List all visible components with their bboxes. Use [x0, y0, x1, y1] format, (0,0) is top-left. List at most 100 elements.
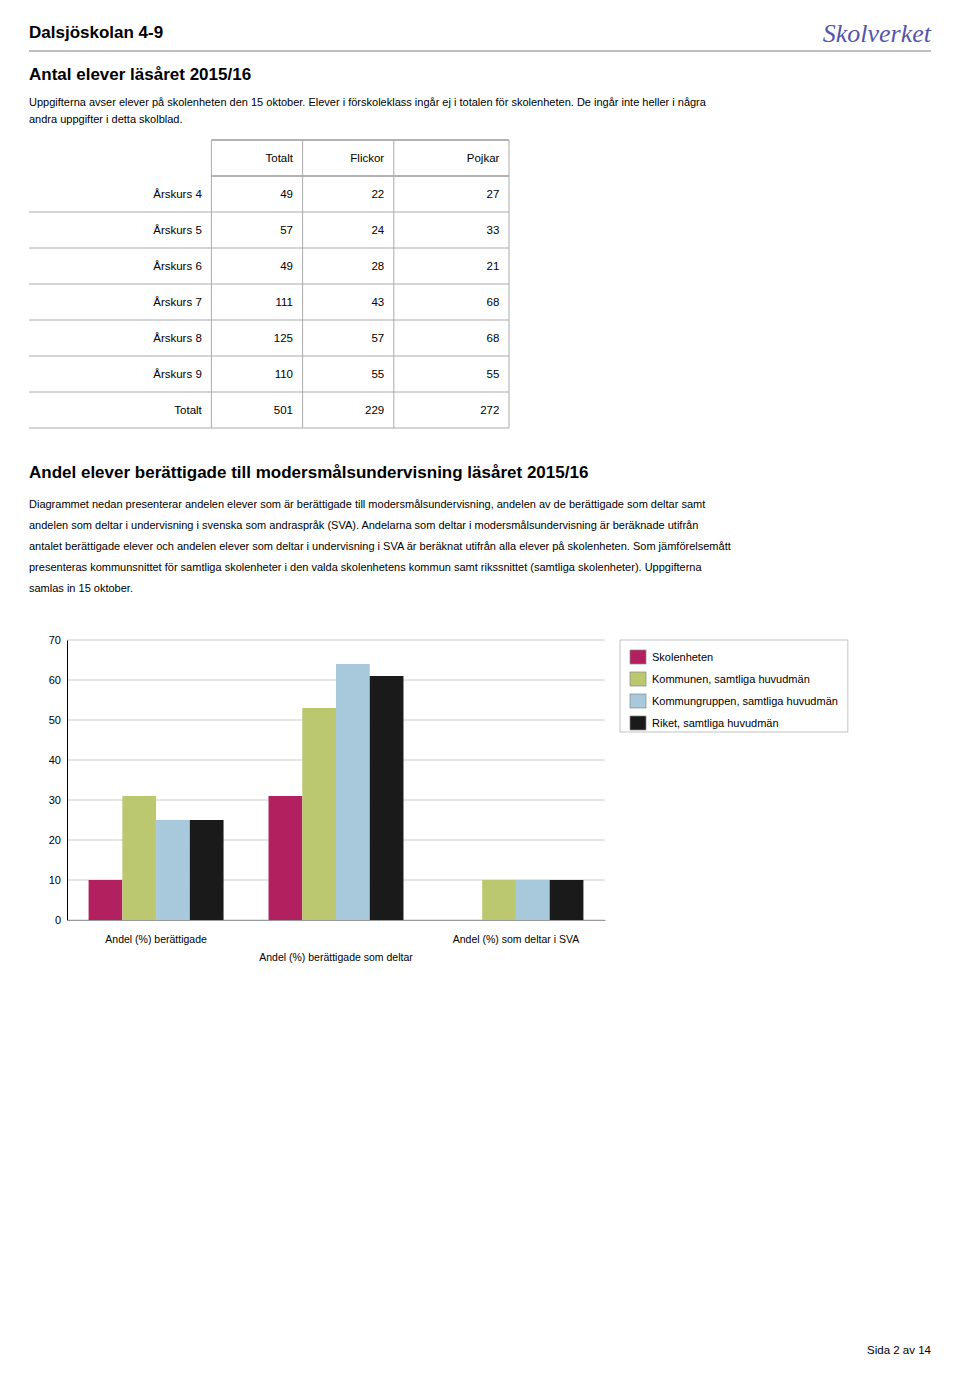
bar [89, 880, 123, 920]
table-line [29, 320, 509, 321]
table-cell: 272 [480, 404, 499, 416]
table-line [29, 248, 509, 249]
tick: 60 [49, 674, 67, 686]
tick: 10 [49, 874, 67, 886]
legend-item: Riket, samtliga huvudmän [630, 716, 779, 730]
bar-series [156, 664, 550, 920]
tick: 20 [49, 834, 67, 846]
tick: 70 [49, 634, 67, 646]
legend-swatch [630, 716, 646, 730]
tick-label: 70 [49, 634, 61, 646]
table-cell: 21 [487, 260, 500, 272]
table-cell: 24 [371, 224, 384, 236]
table-header: Pojkar [467, 152, 500, 164]
tick: 40 [49, 754, 67, 766]
table-line [29, 212, 509, 213]
tick-label: 10 [49, 874, 61, 886]
tick: 50 [49, 714, 67, 726]
section-description: presenteras kommunsnittet för samtliga s… [29, 561, 702, 573]
table-row-label: Totalt [174, 404, 202, 416]
table-cell: 229 [365, 404, 384, 416]
table-row-label: Årskurs 8 [153, 332, 202, 344]
axis-line [68, 920, 606, 921]
table-cell: 28 [371, 260, 384, 272]
separator [29, 50, 931, 52]
table-cell: 49 [280, 188, 293, 200]
table-line [393, 140, 394, 428]
tick-label: Andel (%) berättigade som deltar [259, 951, 413, 963]
table-cell: 68 [487, 332, 500, 344]
tick-label: 30 [49, 794, 61, 806]
tick-label: Andel (%) berättigade [105, 933, 207, 945]
bar [550, 880, 584, 920]
tick-label: 60 [49, 674, 61, 686]
section-description: antalet berättigade elever och andelen e… [29, 540, 731, 552]
tick: Andel (%) berättigade som deltar [259, 951, 413, 963]
bar [190, 820, 224, 920]
bar-series [122, 708, 516, 920]
page-number: Sida 2 av 14 [867, 1344, 932, 1356]
section-description: Diagrammet nedan presenterar andelen ele… [29, 498, 705, 510]
bar [516, 880, 550, 920]
table-cell: 33 [487, 224, 500, 236]
chart-title: Andel elever berättigade till modersmåls… [29, 463, 588, 482]
legend-label: Kommunen, samtliga huvudmän [652, 673, 810, 685]
tick-label: Andel (%) som deltar i SVA [453, 933, 579, 945]
page-title: Dalsjöskolan 4-9 [29, 23, 163, 42]
table-line [509, 140, 510, 428]
table-row-label: Årskurs 4 [153, 188, 202, 200]
table-header: Flickor [350, 152, 384, 164]
legend-label: Kommungruppen, samtliga huvudmän [652, 695, 838, 707]
section-description: samlas in 15 oktober. [29, 582, 133, 594]
table-row-label: Årskurs 9 [153, 368, 202, 380]
legend-swatch [630, 694, 646, 708]
table-cell: 125 [274, 332, 293, 344]
table-cell: 501 [274, 404, 293, 416]
bar-series [190, 676, 584, 920]
table-cell: 111 [276, 296, 293, 308]
table-cell: 68 [487, 296, 500, 308]
legend-label: Skolenheten [652, 651, 713, 663]
tick-label: 20 [49, 834, 61, 846]
legend-swatch [630, 650, 646, 664]
table-cell: 55 [371, 368, 384, 380]
legend-frame [620, 640, 848, 732]
table: TotaltFlickorPojkarÅrskurs 4492227Årskur… [29, 140, 509, 428]
legend-label: Riket, samtliga huvudmän [652, 717, 779, 729]
table-cell: 57 [371, 332, 384, 344]
section-description: Uppgifterna avser elever på skolenheten … [29, 96, 707, 108]
bars [89, 664, 584, 920]
page: Dalsjöskolan 4-9SkolverketAntal elever l… [0, 0, 960, 1379]
table-cell: 55 [487, 368, 500, 380]
tick-label: 50 [49, 714, 61, 726]
legend-item: Skolenheten [630, 650, 713, 664]
tick: Andel (%) berättigade [105, 933, 207, 945]
bar [122, 796, 156, 920]
axis-line [67, 641, 68, 921]
legend: Skolenheten Kommunen, samtliga huvudmän Ko… [620, 640, 848, 732]
bar [336, 664, 370, 920]
section-description: andelen som deltar i undervisning i sven… [29, 519, 698, 531]
bar [448, 920, 482, 921]
table-line [29, 356, 509, 357]
bar [302, 708, 336, 920]
table-line [211, 176, 509, 177]
bar [269, 796, 303, 920]
table-header: Totalt [266, 152, 294, 164]
legend-swatch [630, 672, 646, 686]
tick: 0 [55, 914, 67, 926]
section-description: andra uppgifter i detta skolblad. [29, 113, 183, 125]
table-line [302, 140, 303, 428]
y-axis: 0 10 20 30 40 50 60 70 [49, 634, 68, 926]
bar-series [89, 796, 303, 920]
tick-label: 0 [55, 914, 61, 926]
bar [156, 820, 190, 920]
grid-line [67, 640, 605, 641]
table-line [211, 140, 509, 141]
table-row-label: Årskurs 6 [153, 260, 202, 272]
tick-label: 40 [49, 754, 61, 766]
x-axis: Andel (%) berättigade Andel (%) berättiga… [68, 921, 606, 964]
tick: Andel (%) som deltar i SVA [453, 933, 579, 945]
table-line [29, 392, 509, 393]
table-line [211, 140, 212, 428]
